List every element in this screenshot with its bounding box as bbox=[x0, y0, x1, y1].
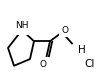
Text: O: O bbox=[62, 26, 69, 35]
Text: O: O bbox=[40, 60, 47, 69]
Text: H: H bbox=[78, 45, 86, 55]
Text: NH: NH bbox=[15, 21, 28, 30]
Text: Cl: Cl bbox=[85, 58, 95, 68]
